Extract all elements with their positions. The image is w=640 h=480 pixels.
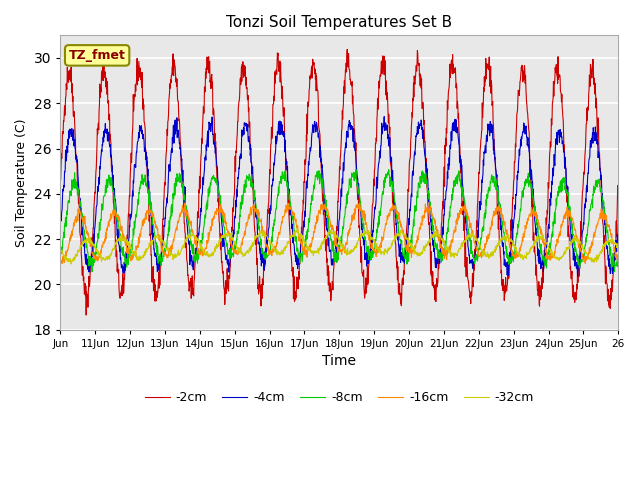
-2cm <box>83 312 90 318</box>
Line: -2cm: -2cm <box>60 49 618 315</box>
Line: -32cm: -32cm <box>60 230 618 264</box>
-32cm <box>67 259 75 264</box>
-16cm <box>56 255 64 261</box>
-2cm <box>157 256 164 262</box>
-8cm <box>579 254 587 260</box>
-8cm <box>157 254 164 260</box>
-8cm <box>56 253 64 259</box>
-4cm <box>573 273 581 279</box>
-2cm <box>579 182 587 188</box>
-2cm <box>614 188 622 193</box>
-32cm <box>310 252 317 258</box>
-2cm <box>56 179 64 185</box>
-32cm <box>157 237 164 242</box>
-4cm <box>579 227 587 233</box>
-2cm <box>344 47 351 52</box>
-16cm <box>614 260 622 265</box>
-16cm <box>342 240 350 245</box>
-2cm <box>442 135 449 141</box>
-16cm <box>157 239 164 245</box>
-8cm <box>67 189 75 194</box>
-8cm <box>342 202 350 207</box>
-2cm <box>67 78 75 84</box>
Legend: -2cm, -4cm, -8cm, -16cm, -32cm: -2cm, -4cm, -8cm, -16cm, -32cm <box>140 386 539 409</box>
-8cm <box>88 269 96 275</box>
-4cm <box>442 197 449 203</box>
-4cm <box>380 114 388 120</box>
-4cm <box>342 140 349 146</box>
-32cm <box>292 227 300 233</box>
-4cm <box>614 221 622 227</box>
-16cm <box>579 255 587 261</box>
Line: -16cm: -16cm <box>60 203 618 264</box>
-32cm <box>56 246 64 252</box>
-32cm <box>614 244 622 250</box>
-16cm <box>58 261 66 266</box>
-16cm <box>310 234 317 240</box>
-32cm <box>67 261 75 267</box>
-16cm <box>284 200 292 206</box>
-4cm <box>67 128 75 133</box>
-8cm <box>614 252 622 257</box>
Line: -8cm: -8cm <box>60 169 618 272</box>
-16cm <box>67 235 75 241</box>
Text: TZ_fmet: TZ_fmet <box>68 49 125 62</box>
-4cm <box>156 262 164 268</box>
Title: Tonzi Soil Temperatures Set B: Tonzi Soil Temperatures Set B <box>227 15 452 30</box>
-8cm <box>309 191 317 196</box>
-32cm <box>579 246 587 252</box>
Line: -4cm: -4cm <box>60 117 618 276</box>
-32cm <box>342 247 350 253</box>
-2cm <box>309 60 317 65</box>
-2cm <box>342 60 350 66</box>
-4cm <box>309 122 317 128</box>
-8cm <box>442 243 449 249</box>
X-axis label: Time: Time <box>323 354 356 368</box>
-8cm <box>352 167 360 172</box>
Y-axis label: Soil Temperature (C): Soil Temperature (C) <box>15 118 28 247</box>
-32cm <box>442 244 449 250</box>
-16cm <box>442 252 449 258</box>
-4cm <box>56 224 64 230</box>
